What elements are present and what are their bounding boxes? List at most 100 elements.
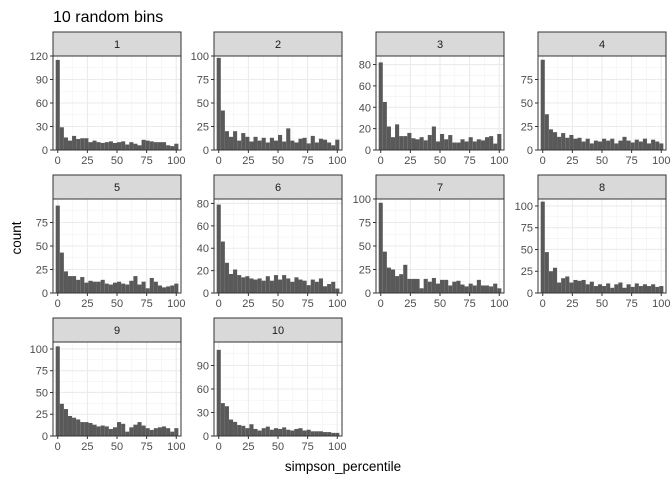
histogram-bar — [80, 138, 85, 150]
histogram-bar — [117, 142, 122, 150]
y-tick-label: 50 — [521, 244, 533, 256]
facet-panel-8: 8 0 25 50 75 100 0 25 50 75 100 — [515, 174, 670, 310]
histogram-bar — [59, 127, 64, 150]
x-tick-label: 50 — [111, 155, 123, 167]
histogram-bar — [589, 143, 594, 150]
histogram-bar — [63, 409, 68, 436]
histogram-bar — [407, 278, 412, 293]
histogram-bar — [149, 277, 154, 293]
histogram-bar — [403, 136, 408, 150]
x-tick-label: 75 — [302, 298, 314, 310]
histogram-bar — [552, 132, 558, 150]
x-tick-label: 25 — [242, 298, 254, 310]
histogram-bar — [63, 137, 68, 150]
histogram-bar — [302, 137, 307, 150]
x-tick-label: 0 — [378, 155, 384, 167]
x-tick-label: 25 — [242, 155, 254, 167]
histogram-bar — [265, 426, 270, 436]
histogram-bar — [216, 57, 221, 150]
histogram-bar — [80, 277, 85, 293]
y-tick-label: 30 — [197, 408, 209, 420]
histogram-bar — [497, 133, 502, 150]
histogram-bar — [561, 278, 566, 293]
histogram-bar — [638, 286, 643, 293]
histogram-bar — [460, 139, 465, 150]
histogram-bar — [104, 426, 109, 436]
histogram-bar — [655, 141, 660, 150]
histogram-bar — [228, 136, 234, 150]
histogram-bar — [162, 426, 167, 436]
x-tick-label: 75 — [464, 155, 476, 167]
histogram-bar — [92, 140, 97, 150]
facet-strip-label: 9 — [114, 325, 120, 337]
facet-panel-1: 1 0 30 60 90 120 0 25 50 75 100 — [30, 31, 185, 167]
x-tick-label: 50 — [434, 298, 446, 310]
histogram-bar — [170, 431, 175, 436]
histogram-bar — [76, 279, 81, 293]
histogram-bar — [249, 424, 254, 436]
y-tick-label: 40 — [197, 243, 209, 255]
y-tick-label: 0 — [365, 288, 371, 300]
histogram-bar — [310, 135, 315, 150]
histogram-bar — [440, 133, 445, 150]
histogram-bar — [133, 143, 138, 150]
histogram-bar — [166, 286, 171, 293]
histogram-bar — [294, 428, 299, 436]
histogram-bar — [419, 288, 424, 293]
histogram-bar — [282, 275, 287, 293]
x-tick-label: 50 — [272, 298, 284, 310]
histogram-bar — [59, 252, 64, 293]
histogram-bar — [59, 403, 64, 436]
y-tick-label: 90 — [36, 75, 48, 87]
x-tick-label: 25 — [81, 155, 93, 167]
histogram-bar — [302, 280, 307, 293]
histogram-bar — [125, 144, 130, 150]
histogram-bar — [145, 288, 150, 293]
histogram-bar — [318, 278, 324, 293]
y-tick-label: 75 — [359, 218, 371, 230]
y-tick-label: 100 — [515, 201, 533, 213]
histogram-bar — [427, 281, 432, 293]
histogram-bar — [141, 139, 146, 150]
y-tick-label: 40 — [359, 102, 371, 114]
histogram-bar — [395, 124, 400, 150]
y-tick-label: 30 — [36, 122, 48, 134]
histogram-bar — [233, 269, 238, 293]
x-tick-label: 75 — [141, 441, 153, 453]
histogram-bar — [84, 282, 89, 293]
facet-strip-label: 2 — [275, 39, 281, 51]
x-tick-label: 50 — [272, 155, 284, 167]
histogram-bar — [597, 141, 603, 150]
histogram-bar — [548, 129, 553, 150]
histogram-bar — [415, 139, 420, 150]
histogram-bar — [651, 139, 656, 150]
histogram-bar — [257, 430, 262, 436]
histogram-bar — [444, 139, 449, 150]
facet-panel-3: 3 0 20 40 60 80 0 25 50 75 100 — [359, 31, 508, 167]
histogram-bar — [411, 138, 416, 150]
histogram-bar — [245, 136, 250, 150]
histogram-bar — [117, 422, 122, 436]
histogram-bar — [224, 406, 229, 436]
y-axis-title: count — [9, 221, 24, 254]
x-tick-label: 100 — [328, 441, 346, 453]
y-tick-label: 60 — [36, 98, 48, 110]
facet-panel-7: 7 0 25 50 75 100 0 25 50 75 100 — [353, 174, 508, 310]
histogram-bar — [149, 141, 154, 150]
y-tick-label: 80 — [197, 198, 209, 210]
histogram-bar — [298, 138, 303, 150]
histogram-bar — [241, 425, 246, 436]
histogram-bar — [614, 143, 619, 150]
histogram-bar — [278, 428, 283, 436]
histogram-bar — [129, 280, 134, 293]
histogram-bar — [216, 349, 221, 436]
histogram-bar — [569, 134, 574, 150]
x-tick-label: 100 — [490, 298, 508, 310]
y-tick-label: 75 — [197, 75, 209, 87]
histogram-bar — [335, 432, 340, 436]
histogram-bar — [626, 284, 631, 293]
histogram-bar — [55, 205, 60, 293]
histogram-bar — [233, 131, 238, 150]
histogram-bar — [468, 283, 473, 293]
facet-strip — [375, 174, 505, 200]
